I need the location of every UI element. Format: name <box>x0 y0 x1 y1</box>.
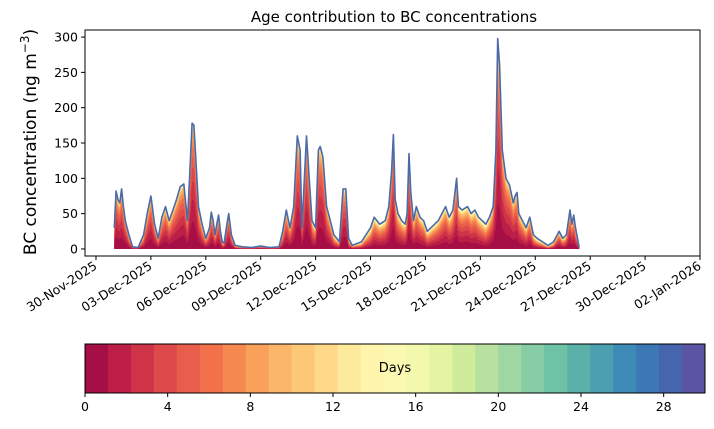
colorbar-segment-13 <box>383 344 407 393</box>
colorbar-segment-21 <box>567 344 591 393</box>
colorbar-segment-7 <box>245 344 270 393</box>
age-band-6 <box>114 68 580 249</box>
colorbar-segment-3 <box>153 344 178 393</box>
colorbar-tick-label-2: 8 <box>246 399 254 414</box>
colorbar-segment-2 <box>130 344 155 393</box>
y-tick-label-6: 300 <box>54 30 78 45</box>
colorbar-segment-23 <box>613 344 637 393</box>
plot-area <box>113 37 580 249</box>
colorbar-segment-15 <box>429 344 453 393</box>
axes: 05010015020025030030-Nov-202503-Dec-2025… <box>24 29 704 315</box>
colorbar-segment-24 <box>636 344 660 393</box>
colorbar-segment-5 <box>199 344 224 393</box>
colorbar-segment-0 <box>85 344 109 393</box>
colorbar-frame <box>84 343 706 394</box>
colorbar-tick-label-1: 4 <box>164 399 172 414</box>
age-bands <box>113 37 580 249</box>
colorbar-tick-label-4: 16 <box>408 399 424 414</box>
y-tick-label-2: 100 <box>54 171 78 186</box>
y-tick-label-4: 200 <box>54 100 78 115</box>
colorbar-segment-19 <box>521 344 545 393</box>
colorbar-segment-11 <box>337 344 362 393</box>
colorbar-segment-10 <box>314 344 339 393</box>
colorbar-segment-16 <box>452 344 476 393</box>
age-band-5 <box>114 79 580 249</box>
colorbar: 0 4 8 12 16 20 24 28 <box>81 343 706 414</box>
y-tick-label-3: 150 <box>54 136 78 151</box>
colorbar-segment-17 <box>475 344 499 393</box>
colorbar-tick-label-7: 28 <box>656 399 672 414</box>
colorbar-segment-4 <box>176 344 201 393</box>
colorbar-tick-label-3: 12 <box>325 399 341 414</box>
colorbar-tick-label-0: 0 <box>81 399 89 414</box>
colorbar-segment-8 <box>268 344 293 393</box>
colorbar-segment-14 <box>406 344 430 393</box>
age-band-3 <box>114 112 580 249</box>
y-axis-label-exponent: −3 <box>18 35 32 53</box>
colorbar-tick-label-5: 20 <box>490 399 506 414</box>
colorbar-segment-9 <box>291 344 316 393</box>
colorbar-tick-label-6: 24 <box>573 399 589 414</box>
colorbar-segment-6 <box>222 344 247 393</box>
y-axis-label-main: BC concentration (ng m <box>21 53 41 255</box>
colorbar-label: Days <box>379 361 412 376</box>
y-axis-label: BC concentration (ng m−3) <box>18 29 41 255</box>
y-axis-label-close: ) <box>21 29 41 36</box>
age-band-4 <box>114 93 580 249</box>
total-concentration-line <box>113 37 580 249</box>
chart-title: Age contribution to BC concentrations <box>251 8 537 26</box>
colorbar-segment-20 <box>544 344 568 393</box>
colorbar-segment-22 <box>590 344 614 393</box>
colorbar-segment-18 <box>498 344 522 393</box>
colorbar-segment-1 <box>107 344 132 393</box>
y-tick-label-5: 250 <box>54 65 78 80</box>
colorbar-segment-12 <box>360 344 385 393</box>
y-tick-label-1: 50 <box>62 206 78 221</box>
y-tick-label-0: 0 <box>70 241 78 256</box>
colorbar-segment-25 <box>659 344 683 393</box>
colorbar-segment-26 <box>682 344 706 393</box>
